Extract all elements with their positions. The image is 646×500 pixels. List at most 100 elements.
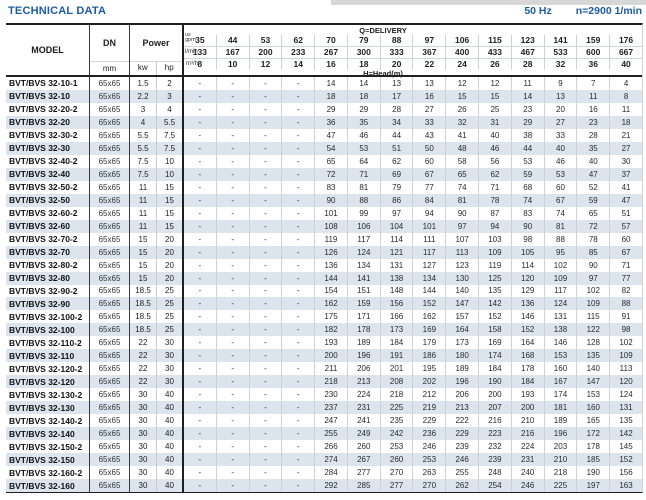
- head-value-6: 191: [379, 349, 413, 363]
- head-value-11: 146: [543, 336, 577, 350]
- head-value-12: 72: [576, 219, 609, 233]
- head-value-5: 141: [346, 271, 380, 285]
- model-cell: BVT/BVS 32-50-2: [6, 180, 90, 194]
- head-value-11: 138: [543, 323, 577, 337]
- head-value-8: 81: [445, 193, 478, 207]
- kw-cell: 4: [130, 115, 157, 129]
- head-value-4: 119: [314, 232, 347, 246]
- dn-cell: 65x65: [90, 362, 130, 376]
- table-row: BVT/BVS 32-20-2 65x65 3 4- - - -29 29 28 27 26 25 23…: [6, 102, 642, 116]
- head-value-12: 165: [576, 414, 609, 428]
- head-value-12: 122: [576, 323, 609, 337]
- head-value-3: -: [281, 154, 314, 168]
- head-value-9: 125: [478, 271, 511, 285]
- head-value-7: 229: [412, 414, 445, 428]
- head-value-8: 74: [445, 180, 478, 194]
- head-value-7: 253: [412, 453, 445, 467]
- head-value-6: 131: [379, 258, 413, 272]
- head-value-5: 241: [346, 414, 380, 428]
- head-value-4: 230: [314, 388, 347, 402]
- hp-cell: 40: [157, 388, 184, 402]
- gpm-value-3: 62: [281, 35, 314, 46]
- head-value-6: 121: [379, 245, 413, 259]
- head-value-11: 67: [543, 193, 577, 207]
- head-value-5: 53: [346, 141, 380, 155]
- head-value-11: 46: [543, 154, 577, 168]
- head-value-5: 134: [346, 258, 380, 272]
- model-cell: BVT/BVS 32-100: [6, 323, 90, 337]
- head-value-7: 134: [412, 271, 445, 285]
- head-value-1: -: [215, 167, 249, 181]
- head-value-1: -: [215, 310, 249, 324]
- head-value-10: 136: [510, 297, 544, 311]
- head-value-6: 86: [379, 193, 413, 207]
- model-cell: BVT/BVS 32-140: [6, 427, 90, 441]
- head-value-3: -: [281, 453, 314, 467]
- head-value-10: 120: [510, 271, 544, 285]
- gpm-value-7: 97: [412, 35, 445, 46]
- model-cell: BVT/BVS 32-90: [6, 297, 90, 311]
- head-value-6: 44: [379, 128, 413, 142]
- head-value-10: 224: [510, 440, 544, 454]
- head-value-11: 33: [543, 128, 577, 142]
- head-value-4: 18: [314, 89, 347, 103]
- dn-cell: 65x65: [90, 245, 130, 259]
- hp-cell: 30: [157, 336, 184, 350]
- head-value-1: -: [215, 297, 249, 311]
- head-value-7: 246: [412, 440, 445, 454]
- dn-cell: 65x65: [90, 232, 130, 246]
- head-value-4: 218: [314, 375, 347, 389]
- hp-cell: 30: [157, 362, 184, 376]
- head-value-4: 255: [314, 427, 347, 441]
- kw-cell: 30: [130, 401, 157, 415]
- head-value-13: 88: [609, 297, 642, 311]
- dn-cell: 65x65: [90, 479, 130, 492]
- head-value-3: -: [281, 401, 314, 415]
- head-value-8: 262: [445, 479, 478, 492]
- head-value-10: 193: [510, 388, 544, 402]
- table-row: BVT/BVS 32-50-2 65x65 11 15- - - -83 81 79 77 74 71…: [6, 180, 642, 194]
- head-value-5: 196: [346, 349, 380, 363]
- head-value-5: 159: [346, 297, 380, 311]
- head-value-12: 7: [576, 77, 609, 90]
- hp-cell: 40: [157, 427, 184, 441]
- hp-cell: 20: [157, 258, 184, 272]
- lmin-value-unit-label: l/min: [185, 49, 198, 55]
- kw-cell: 11: [130, 219, 157, 233]
- head-value-0: -: [198, 104, 202, 114]
- head-value-0: -: [198, 364, 202, 374]
- gpm-value-12: 159: [576, 35, 609, 46]
- head-value-12: 190: [576, 466, 609, 480]
- head-value-8: 164: [445, 323, 478, 337]
- head-value-3: -: [281, 245, 314, 259]
- head-value-10: 105: [510, 245, 544, 259]
- head-value-6: 69: [379, 167, 413, 181]
- head-value-7: 263: [412, 466, 445, 480]
- head-value-10: 53: [510, 154, 544, 168]
- head-value-10: 74: [510, 193, 544, 207]
- head-value-8: 222: [445, 414, 478, 428]
- head-value-1: -: [215, 77, 249, 90]
- column-header-power: Power kw hp: [130, 25, 184, 75]
- head-value-6: 28: [379, 102, 413, 116]
- kw-cell: 11: [130, 193, 157, 207]
- head-value-10: 246: [510, 479, 544, 492]
- head-value-6: 260: [379, 453, 413, 467]
- kw-cell: 3: [130, 102, 157, 116]
- head-value-1: -: [215, 193, 249, 207]
- model-cell: BVT/BVS 32-60-2: [6, 206, 90, 220]
- head-value-8: 26: [445, 102, 478, 116]
- head-value-5: 277: [346, 466, 380, 480]
- head-value-12: 40: [576, 154, 609, 168]
- head-value-4: 237: [314, 401, 347, 415]
- gpm-value-1: 44: [215, 35, 249, 46]
- head-value-11: 210: [543, 453, 577, 467]
- head-value-5: 124: [346, 245, 380, 259]
- gpm-value-0: 35 us gpm: [185, 32, 205, 45]
- frequency-label: 50 Hz: [524, 5, 552, 17]
- head-value-5: 206: [346, 362, 380, 376]
- head-value-1: -: [215, 427, 249, 441]
- head-value-8: 113: [445, 245, 478, 259]
- head-value-10: 90: [510, 219, 544, 233]
- table-row: BVT/BVS 32-10-1 65x65 1.5 2- - - -14 14 13 13 12 12…: [6, 77, 642, 90]
